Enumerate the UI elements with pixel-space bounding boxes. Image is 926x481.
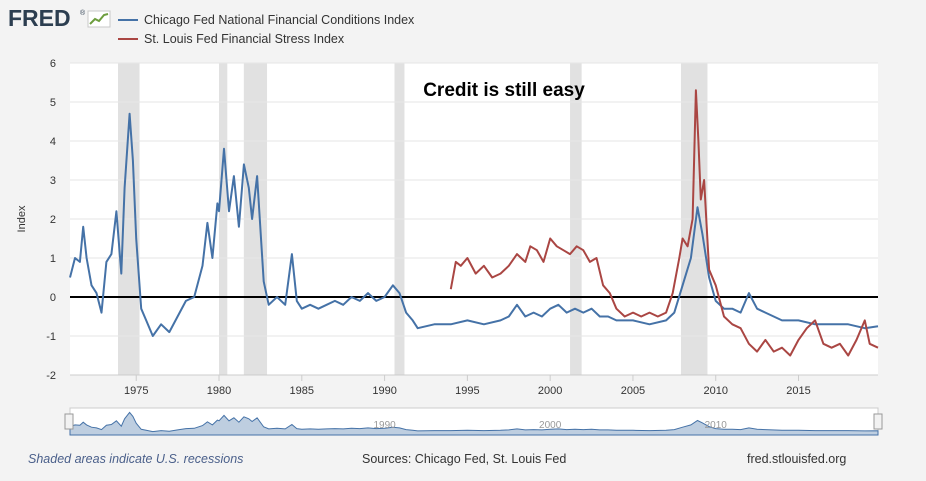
- fred-logo-trend-icon: [89, 13, 109, 25]
- x-tick-label: 1980: [207, 385, 231, 397]
- y-tick-label: 6: [50, 58, 56, 70]
- y-axis-label: Index: [16, 205, 28, 232]
- legend-label-stlouis: St. Louis Fed Financial Stress Index: [144, 31, 345, 46]
- x-tick-label: 1990: [372, 385, 396, 397]
- x-tick-label: 1995: [455, 385, 479, 397]
- y-tick-label: 0: [50, 292, 56, 304]
- sources-text: Sources: Chicago Fed, St. Louis Fed: [362, 452, 567, 466]
- recession-note: Shaded areas indicate U.S. recessions: [28, 452, 244, 466]
- x-tick-label: 2000: [538, 385, 562, 397]
- y-tick-label: 1: [50, 253, 56, 265]
- x-tick-label: 2015: [786, 385, 810, 397]
- navigator-handle-left[interactable]: [64, 413, 74, 430]
- y-tick-label: 5: [50, 97, 56, 109]
- fred-logo-registered: ®: [80, 9, 86, 17]
- navigator-tick-label: 2000: [539, 420, 562, 431]
- y-tick-label: -1: [46, 331, 56, 343]
- x-tick-label: 1975: [124, 385, 148, 397]
- y-tick-label: -2: [46, 370, 56, 382]
- navigator-series-area: [69, 411, 879, 436]
- legend-swatch-chicago: [118, 18, 138, 21]
- series-line-1: [449, 89, 879, 357]
- navigator-tick-label: 2010: [705, 420, 728, 431]
- fred-url-link[interactable]: fred.stlouisfed.org: [747, 452, 847, 466]
- chart-area: -2 -1 0 1 2 3 4 5 6 1975 1980 1985 1990 1995 2000 2005 2…: [16, 58, 883, 436]
- y-tick-label: 3: [50, 175, 56, 187]
- legend-item-stlouis[interactable]: St. Louis Fed Financial Stress Index: [118, 29, 414, 48]
- navigator-handle-right[interactable]: [873, 413, 883, 430]
- x-tick-label: 2005: [621, 385, 645, 397]
- fred-logo-text: FRED: [8, 6, 71, 30]
- y-tick-label: 4: [50, 136, 56, 148]
- legend: Chicago Fed National Financial Condition…: [118, 10, 414, 48]
- fred-logo[interactable]: FRED ®: [8, 5, 112, 35]
- fred-logo-mark: FRED ®: [8, 5, 111, 31]
- legend-label-chicago: Chicago Fed National Financial Condition…: [144, 12, 415, 27]
- navigator-tick-label: 1990: [373, 420, 396, 431]
- series-line-0: [69, 112, 879, 337]
- y-tick-label: 2: [50, 214, 56, 226]
- x-tick-label: 1985: [290, 385, 314, 397]
- legend-swatch-stlouis: [118, 37, 138, 40]
- x-tick-label: 2010: [703, 385, 727, 397]
- chart-title: Credit is still easy: [423, 80, 585, 101]
- legend-item-chicago[interactable]: Chicago Fed National Financial Condition…: [118, 10, 414, 29]
